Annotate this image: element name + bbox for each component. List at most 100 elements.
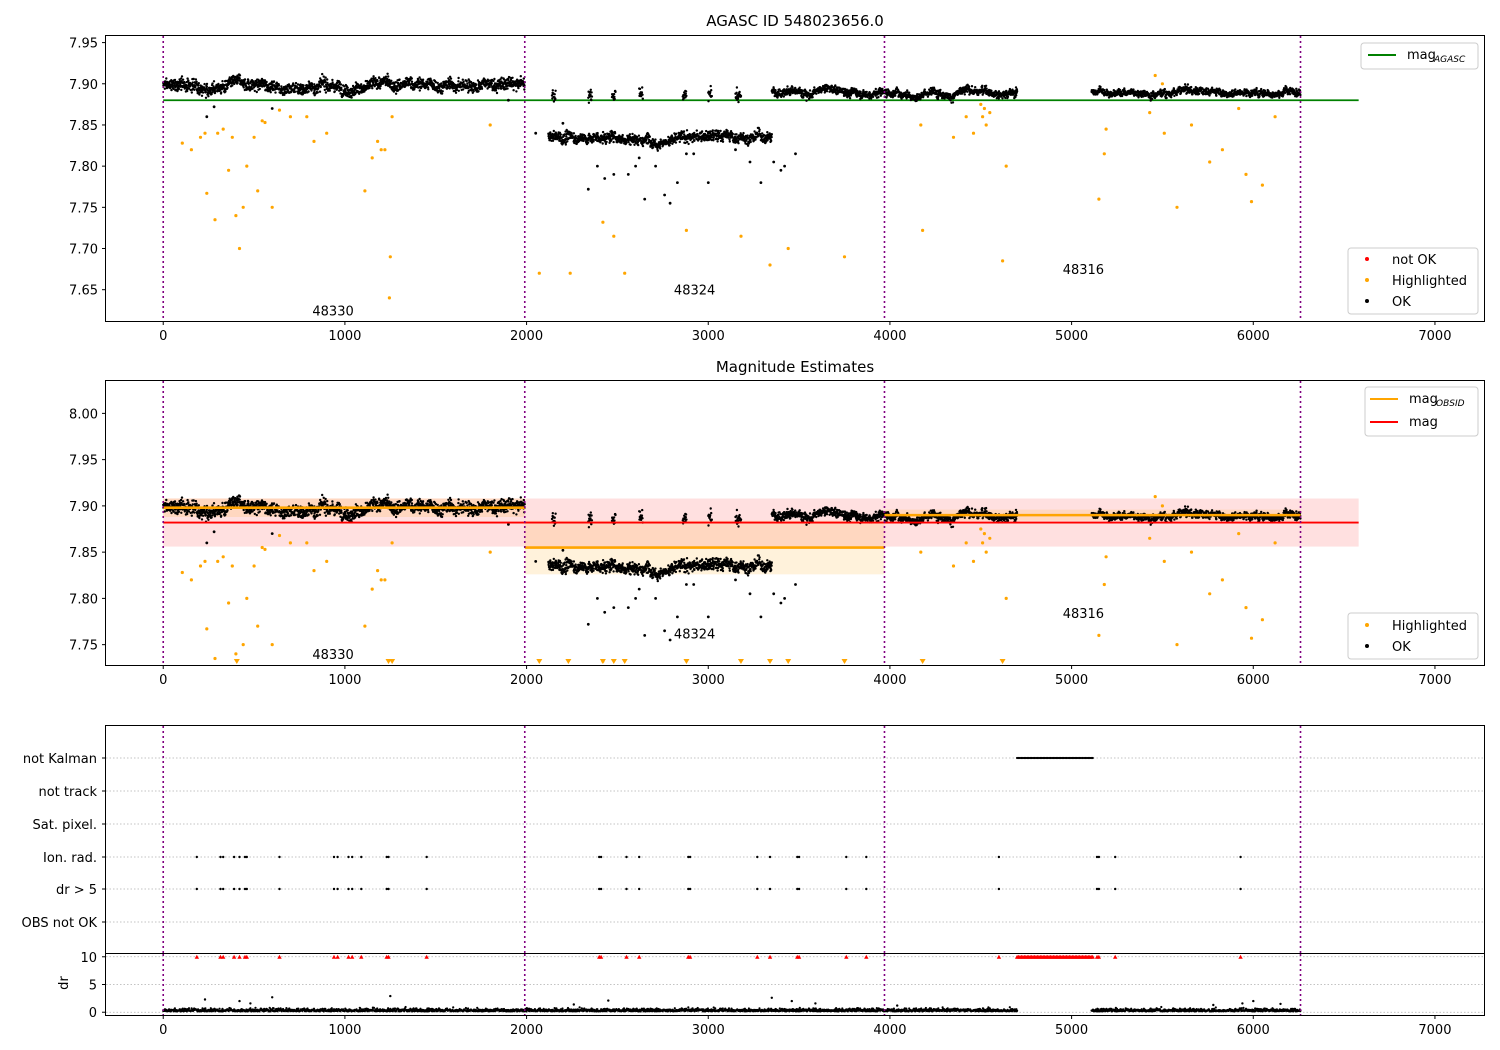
highlighted-point bbox=[488, 123, 492, 127]
ok-point bbox=[1282, 93, 1285, 97]
ok-point bbox=[338, 81, 341, 84]
ok-point bbox=[735, 133, 738, 136]
ok-outlier-point bbox=[586, 187, 590, 191]
ok-point bbox=[1165, 96, 1168, 100]
highlighted-point bbox=[971, 131, 976, 135]
highlighted-point bbox=[568, 271, 572, 275]
ok-point bbox=[346, 86, 349, 89]
ok-point bbox=[317, 86, 320, 90]
ok-point bbox=[197, 83, 200, 87]
ok-point bbox=[236, 81, 239, 85]
ok-point bbox=[786, 85, 789, 88]
ok-outlier-point bbox=[772, 160, 776, 164]
highlighted-point bbox=[198, 135, 203, 139]
ok-point bbox=[678, 140, 681, 144]
ok-point bbox=[212, 80, 216, 83]
ok-point bbox=[966, 90, 969, 93]
ok-point bbox=[368, 86, 371, 90]
highlighted-point bbox=[189, 148, 193, 152]
ok-outlier-point bbox=[596, 164, 599, 168]
ok-point bbox=[684, 92, 687, 96]
highlighted-point bbox=[1273, 115, 1277, 119]
ok-point bbox=[685, 129, 689, 132]
ok-point bbox=[710, 94, 713, 98]
ok-point bbox=[351, 87, 354, 91]
ok-point bbox=[813, 86, 816, 89]
ok-point bbox=[629, 143, 632, 146]
ok-point bbox=[385, 83, 388, 86]
ok-point bbox=[523, 88, 526, 91]
ok-point bbox=[1001, 97, 1004, 100]
ok-point bbox=[307, 80, 311, 83]
ok-point bbox=[229, 79, 232, 83]
ok-point bbox=[190, 91, 193, 94]
highlighted-point bbox=[260, 119, 264, 123]
ok-point bbox=[180, 88, 183, 92]
ok-point bbox=[372, 81, 375, 84]
ok-point bbox=[726, 129, 729, 133]
ok-point bbox=[1186, 83, 1190, 86]
ok-point bbox=[1197, 92, 1201, 96]
ok-point bbox=[333, 90, 336, 93]
highlighted-point bbox=[1097, 197, 1101, 201]
ok-point bbox=[304, 89, 308, 92]
ok-point bbox=[908, 91, 911, 94]
ok-outlier-point bbox=[734, 148, 737, 152]
ok-point bbox=[1175, 93, 1179, 97]
ok-point bbox=[170, 88, 173, 92]
ok-point bbox=[711, 129, 714, 132]
ok-point bbox=[737, 100, 740, 104]
ok-point bbox=[275, 81, 278, 84]
highlighted-point bbox=[921, 228, 925, 232]
ok-point bbox=[517, 86, 520, 90]
ok-point bbox=[214, 90, 217, 93]
highlighted-point bbox=[227, 168, 231, 172]
ok-point bbox=[197, 82, 200, 85]
ok-point bbox=[233, 82, 236, 86]
ok-point bbox=[710, 89, 713, 92]
ok-point bbox=[519, 75, 522, 78]
ok-outlier-point bbox=[692, 152, 696, 156]
ok-point bbox=[865, 90, 868, 94]
ok-point bbox=[1183, 83, 1187, 86]
highlighted-point bbox=[221, 127, 225, 131]
ok-point bbox=[384, 75, 388, 78]
ok-point bbox=[687, 142, 690, 146]
highlighted-point bbox=[245, 164, 249, 168]
ok-point bbox=[493, 77, 496, 81]
ok-point bbox=[321, 72, 324, 76]
ok-point bbox=[1015, 94, 1018, 97]
ok-point bbox=[398, 78, 401, 81]
ok-point bbox=[949, 99, 952, 102]
ok-point bbox=[250, 85, 253, 89]
highlighted-point bbox=[1249, 200, 1254, 204]
highlighted-point bbox=[919, 123, 923, 127]
ok-point bbox=[589, 88, 592, 92]
ok-point bbox=[457, 89, 460, 93]
ok-point bbox=[728, 140, 731, 143]
ok-point bbox=[220, 91, 223, 94]
highlighted-point bbox=[1260, 183, 1264, 187]
ok-outlier-point bbox=[637, 156, 641, 160]
ok-point bbox=[255, 90, 258, 94]
highlighted-point bbox=[1160, 82, 1164, 86]
highlighted-point bbox=[263, 120, 267, 125]
highlighted-point bbox=[376, 139, 380, 143]
ok-point bbox=[963, 93, 966, 96]
ok-point bbox=[590, 95, 594, 98]
ok-point bbox=[590, 98, 593, 102]
ok-point bbox=[984, 84, 988, 88]
ok-point bbox=[848, 97, 852, 100]
highlighted-point bbox=[383, 148, 387, 152]
ok-point bbox=[286, 89, 290, 92]
ok-point bbox=[474, 83, 478, 87]
ok-point bbox=[169, 85, 173, 89]
ok-point bbox=[372, 75, 375, 78]
ok-point bbox=[564, 143, 567, 146]
ok-point bbox=[1208, 94, 1211, 97]
ok-point bbox=[874, 87, 877, 91]
ok-point bbox=[269, 91, 272, 94]
ok-point bbox=[808, 89, 812, 92]
highlighted-point bbox=[1175, 205, 1179, 209]
ok-point bbox=[454, 91, 458, 95]
